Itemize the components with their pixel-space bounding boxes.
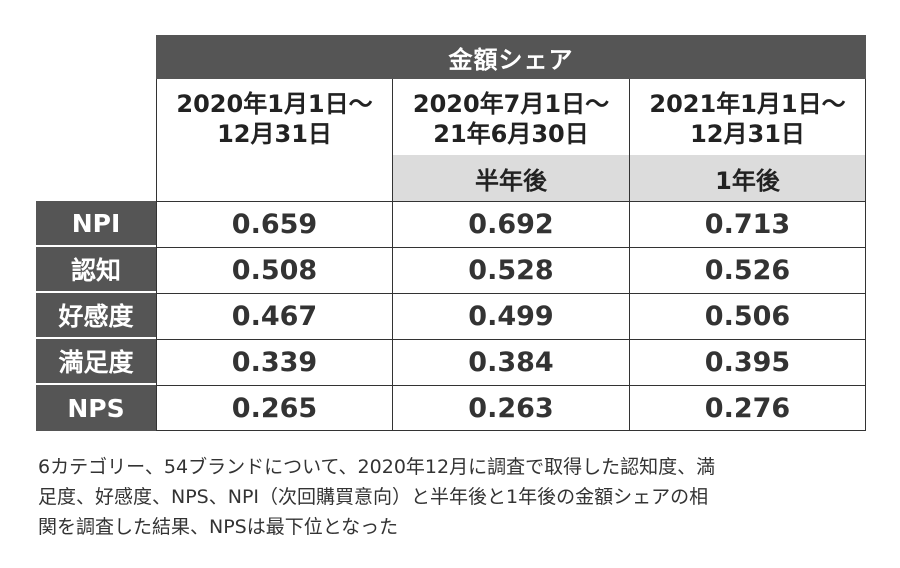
period-header-2: 2020年7月1日～ 21年6月30日 xyxy=(393,79,630,155)
row-label-npi: NPI xyxy=(36,201,156,247)
value-cell: 0.467 xyxy=(156,293,393,339)
value-cell: 0.659 xyxy=(156,201,393,247)
caption-line-2: 足度、好感度、NPS、NPI（次回購買意向）と半年後と1年後の金額シェアの相 xyxy=(38,486,709,508)
correlation-table: 金額シェア 2020年1月1日～ 12月31日 2020年7月1日～ 21年6月… xyxy=(36,35,866,435)
caption-line-1: 6カテゴリー、54ブランドについて、2020年12月に調査で取得した認知度、満 xyxy=(38,456,716,478)
row-label-favorability: 好感度 xyxy=(36,293,156,339)
period-2-line2: 21年6月30日 xyxy=(433,120,589,148)
value-cell: 0.508 xyxy=(156,247,393,293)
value-cell: 0.339 xyxy=(156,339,393,385)
amount-share-header: 金額シェア xyxy=(156,35,866,79)
period-3-line2: 12月31日 xyxy=(690,120,805,148)
value-cell: 0.506 xyxy=(630,293,866,339)
value-cell: 0.395 xyxy=(630,339,866,385)
value-cell: 0.499 xyxy=(393,293,630,339)
period-1-sub-blank xyxy=(156,155,393,201)
figure-caption: 6カテゴリー、54ブランドについて、2020年12月に調査で取得した認知度、満 … xyxy=(38,452,868,542)
row-label-nps: NPS xyxy=(36,385,156,431)
value-cell: 0.713 xyxy=(630,201,866,247)
row-label-satisfaction: 満足度 xyxy=(36,339,156,385)
value-cell: 0.526 xyxy=(630,247,866,293)
caption-line-3: 関を調査した結果、NPSは最下位となった xyxy=(38,516,399,538)
period-3-line1: 2021年1月1日～ xyxy=(649,90,846,118)
value-cell: 0.276 xyxy=(630,385,866,431)
row-label-awareness: 認知 xyxy=(36,247,156,293)
period-header-1: 2020年1月1日～ 12月31日 xyxy=(156,79,393,155)
period-2-sub: 半年後 xyxy=(393,155,630,201)
value-cell: 0.384 xyxy=(393,339,630,385)
value-cell: 0.265 xyxy=(156,385,393,431)
period-2-line1: 2020年7月1日～ xyxy=(412,90,610,118)
value-cell: 0.263 xyxy=(393,385,630,431)
period-3-sub: 1年後 xyxy=(630,155,866,201)
period-header-3: 2021年1月1日～ 12月31日 xyxy=(630,79,866,155)
period-1-line1: 2020年1月1日～ xyxy=(176,90,373,118)
value-cell: 0.692 xyxy=(393,201,630,247)
value-cell: 0.528 xyxy=(393,247,630,293)
period-1-line2: 12月31日 xyxy=(217,120,332,148)
